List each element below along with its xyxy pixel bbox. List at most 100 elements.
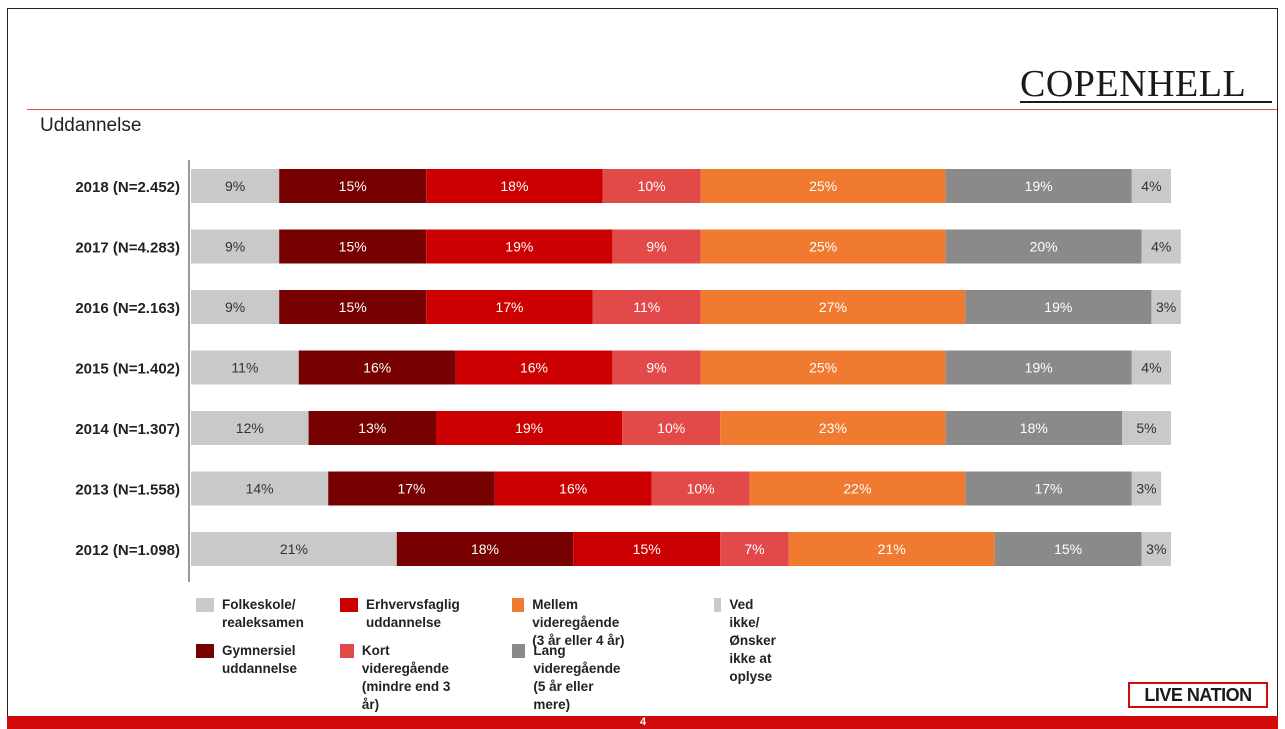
legend-swatch — [196, 644, 214, 658]
legend-item-kort: Kort videregående (mindre end 3 år) — [340, 642, 453, 714]
legend-label: Kort videregående (mindre end 3 år) — [361, 643, 451, 712]
data-label: 10% — [687, 481, 715, 497]
page-number: 4 — [640, 716, 647, 728]
data-label: 18% — [471, 541, 499, 557]
data-label: 13% — [358, 420, 386, 436]
data-label: 9% — [646, 239, 666, 255]
data-label: 9% — [225, 178, 245, 194]
data-label: 25% — [809, 360, 837, 376]
data-label: 18% — [1020, 420, 1048, 436]
legend-label: Mellem videregående (3 år eller 4 år) — [532, 597, 625, 648]
data-label: 3% — [1136, 481, 1156, 497]
data-label: 10% — [638, 178, 666, 194]
data-label: 21% — [878, 541, 906, 557]
bar-segment-mellem — [700, 290, 966, 324]
bar-segment-lang — [945, 169, 1132, 203]
bar-segment-erhverv — [573, 532, 721, 566]
bar-segment-folkeskole — [191, 411, 309, 445]
data-label: 4% — [1141, 178, 1161, 194]
category-label: 2016 (N=2.163) — [75, 300, 180, 317]
bar-segment-erhverv — [426, 290, 593, 324]
data-label: 9% — [225, 299, 245, 315]
bar-segment-mellem — [700, 229, 946, 264]
bar-segment-erhverv — [494, 471, 652, 506]
logo-underline — [1020, 101, 1272, 103]
legend-swatch — [714, 598, 722, 612]
bar-segment-vedikke — [1141, 229, 1181, 264]
category-label: 2013 (N=1.558) — [75, 482, 180, 499]
data-label: 7% — [744, 541, 764, 557]
data-label: 11% — [231, 360, 258, 376]
bar-segment-vedikke — [1122, 411, 1171, 445]
bar-segment-vedikke — [1141, 532, 1171, 566]
data-label: 23% — [819, 420, 847, 436]
data-label: 15% — [339, 239, 367, 255]
bar-segment-kort — [612, 229, 701, 264]
bar-segment-gymnasiel — [279, 229, 427, 264]
bar-segment-mellem — [749, 471, 966, 506]
bar-segment-vedikke — [1131, 350, 1171, 385]
legend-swatch — [512, 644, 526, 658]
bar-segment-kort — [612, 350, 701, 385]
data-label: 15% — [633, 541, 661, 557]
data-label: 25% — [809, 178, 837, 194]
bar-segment-kort — [720, 532, 789, 566]
category-label: 2012 (N=1.098) — [75, 542, 180, 559]
data-label: 19% — [505, 239, 533, 255]
legend-item-mellem: Mellem videregående (3 år eller 4 år) — [512, 596, 625, 650]
bar-segment-erhverv — [436, 411, 623, 445]
legend-label: Ved ikke/ Ønsker ikke at oplyse — [729, 597, 776, 684]
bar-segment-kort — [592, 290, 701, 324]
data-label: 3% — [1156, 299, 1176, 315]
data-label: 5% — [1136, 420, 1156, 436]
bar-segment-lang — [945, 411, 1122, 445]
bar-segment-lang — [965, 290, 1152, 324]
legend-item-folkeskole: Folkeskole/ realeksamen — [196, 596, 304, 632]
bar-segment-folkeskole — [191, 229, 280, 264]
data-label: 17% — [495, 299, 523, 315]
bar-segment-erhverv — [426, 169, 603, 203]
legend-label: Gymnersiel uddannelse — [222, 643, 298, 676]
legend-label: Folkeskole/ realeksamen — [222, 597, 304, 630]
data-label: 3% — [1146, 541, 1166, 557]
data-label: 9% — [646, 360, 666, 376]
bar-segment-gymnasiel — [308, 411, 436, 445]
data-label: 22% — [843, 481, 871, 497]
data-label: 20% — [1030, 239, 1058, 255]
copenhell-logo: COPENHELL — [1020, 63, 1247, 105]
data-label: 16% — [363, 360, 391, 376]
legend-swatch — [340, 598, 358, 612]
bar-segment-folkeskole — [191, 350, 299, 385]
data-label: 17% — [1034, 481, 1062, 497]
bar-segment-mellem — [700, 169, 946, 203]
data-label: 18% — [500, 178, 528, 194]
data-label: 27% — [819, 299, 847, 315]
data-label: 9% — [225, 239, 245, 255]
data-label: 11% — [633, 299, 660, 315]
data-label: 4% — [1141, 360, 1161, 376]
page-title: Uddannelse — [40, 115, 142, 136]
bar-segment-gymnasiel — [279, 290, 427, 324]
bar-segment-lang — [945, 350, 1132, 385]
legend-item-erhverv: Erhvervsfaglig uddannelse — [340, 596, 460, 632]
data-label: 25% — [809, 239, 837, 255]
bar-segment-mellem — [700, 350, 946, 385]
data-label: 19% — [1044, 299, 1072, 315]
bar-segment-gymnasiel — [298, 350, 456, 385]
data-label: 15% — [1054, 541, 1082, 557]
data-label: 16% — [520, 360, 548, 376]
data-label: 19% — [515, 420, 543, 436]
data-label: 16% — [559, 481, 587, 497]
bar-segment-folkeskole — [191, 290, 280, 324]
bar-segment-lang — [965, 471, 1132, 506]
bar-segment-vedikke — [1131, 169, 1171, 203]
bar-segment-mellem — [720, 411, 946, 445]
bar-segment-mellem — [788, 532, 995, 566]
bar-segment-vedikke — [1131, 471, 1162, 506]
bar-segment-kort — [651, 471, 750, 506]
bar-segment-lang — [945, 229, 1142, 264]
data-label: 12% — [236, 420, 264, 436]
data-label: 14% — [246, 481, 274, 497]
data-label: 21% — [280, 541, 308, 557]
legend-swatch — [512, 598, 525, 612]
